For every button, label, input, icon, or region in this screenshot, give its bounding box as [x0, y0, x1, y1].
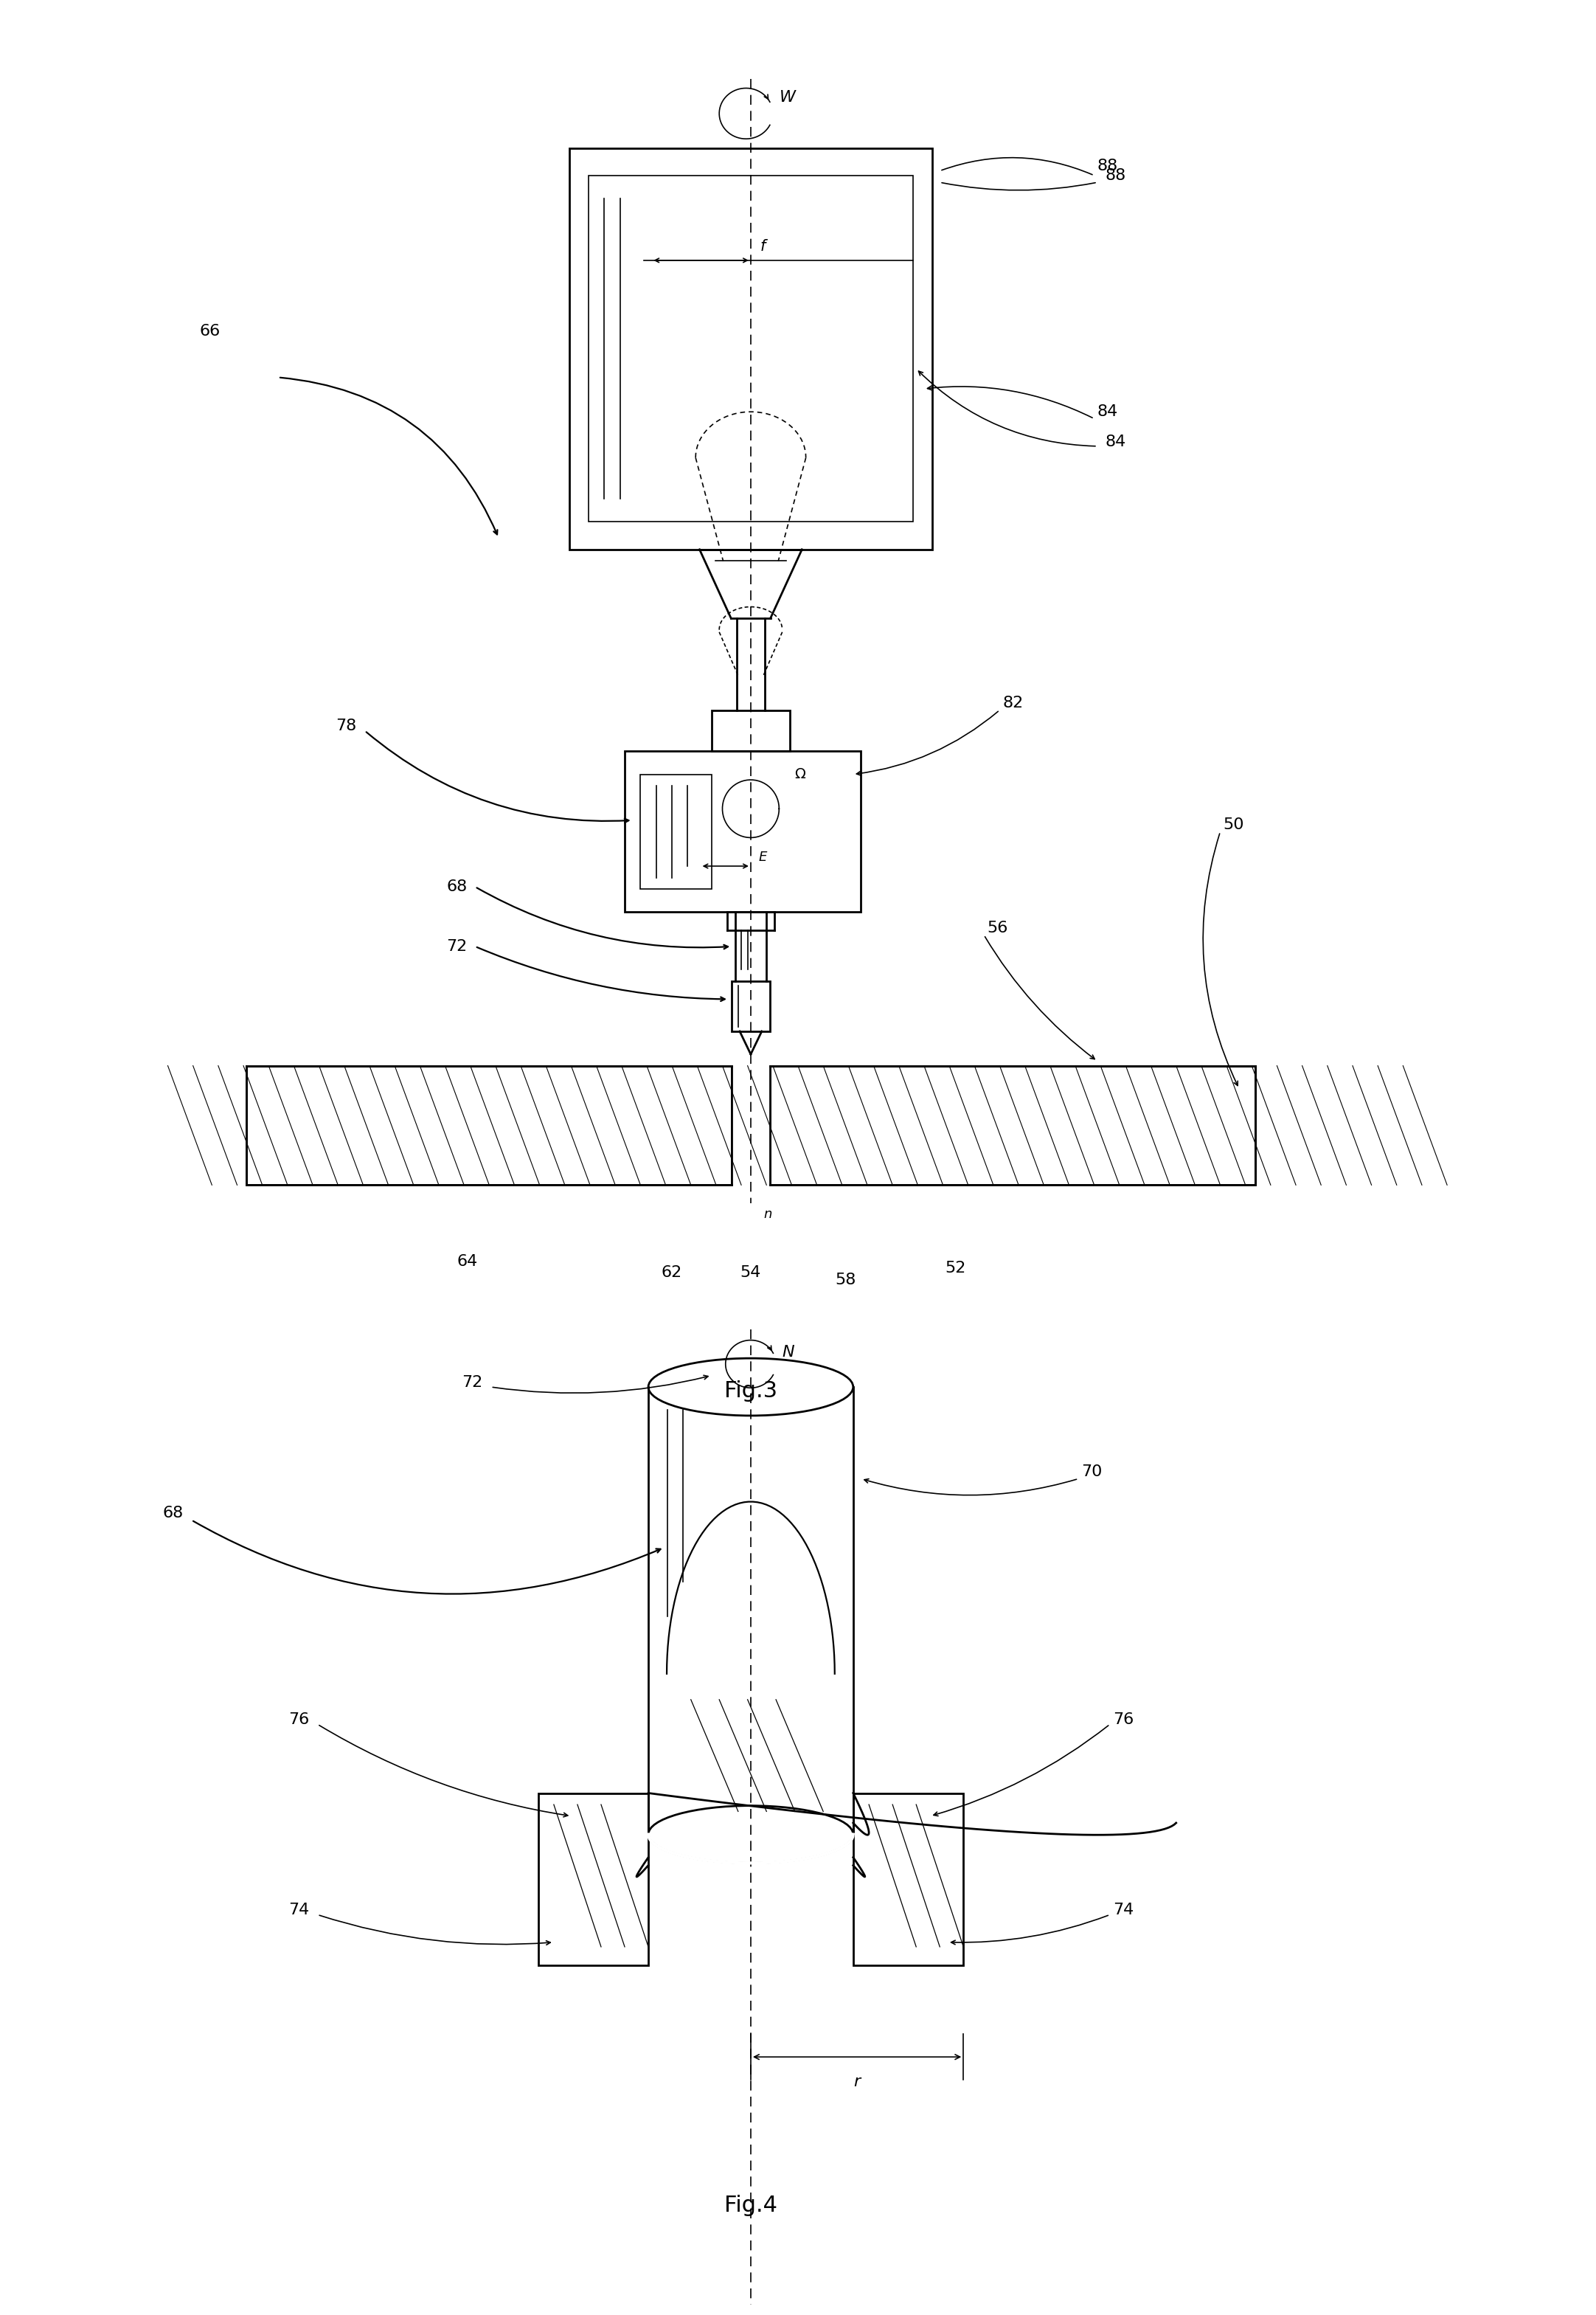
Text: 84: 84 [1104, 435, 1127, 449]
Bar [538, 1794, 648, 1965]
Bar [589, 176, 913, 521]
Text: Ω: Ω [795, 766, 806, 782]
Text: W: W [779, 90, 795, 104]
Text: 72: 72 [463, 1375, 484, 1389]
Text: 62: 62 [661, 1266, 683, 1280]
Text: 74: 74 [1112, 1903, 1133, 1917]
Ellipse shape [648, 1806, 854, 1864]
Text: 78: 78 [337, 718, 358, 734]
Text: r: r [854, 2074, 860, 2088]
Bar [733, 1060, 769, 1190]
Text: 64: 64 [456, 1255, 477, 1269]
Bar [640, 773, 712, 889]
Text: Fig.4: Fig.4 [725, 2195, 777, 2215]
Text: E: E [758, 850, 768, 863]
Text: 72: 72 [447, 940, 468, 954]
Text: 76: 76 [289, 1713, 310, 1727]
Text: 50: 50 [1224, 817, 1245, 831]
Bar [733, 982, 769, 1030]
Text: 56: 56 [986, 921, 1009, 935]
Bar [624, 752, 860, 912]
Text: 84: 84 [1098, 405, 1119, 419]
Bar [570, 148, 932, 549]
Ellipse shape [648, 1359, 854, 1417]
Text: f: f [760, 238, 766, 255]
Text: 88: 88 [1104, 169, 1127, 183]
Text: 82: 82 [1002, 697, 1023, 711]
Text: Fig.3: Fig.3 [725, 1380, 777, 1401]
Text: 88: 88 [1098, 160, 1119, 174]
Text: N: N [782, 1345, 795, 1359]
Text: 68: 68 [163, 1505, 184, 1521]
Text: 76: 76 [1112, 1713, 1133, 1727]
Text: n: n [763, 1208, 772, 1222]
Text: 54: 54 [741, 1266, 761, 1280]
Bar [712, 711, 790, 752]
Text: 68: 68 [447, 880, 468, 894]
Text: 58: 58 [835, 1273, 855, 1287]
Bar [246, 1065, 733, 1185]
Text: 66: 66 [200, 324, 220, 338]
Text: 52: 52 [945, 1262, 966, 1276]
Text: 70: 70 [1082, 1465, 1103, 1479]
Bar [854, 1794, 964, 1965]
Bar [769, 1065, 1254, 1185]
Text: 74: 74 [289, 1903, 310, 1917]
